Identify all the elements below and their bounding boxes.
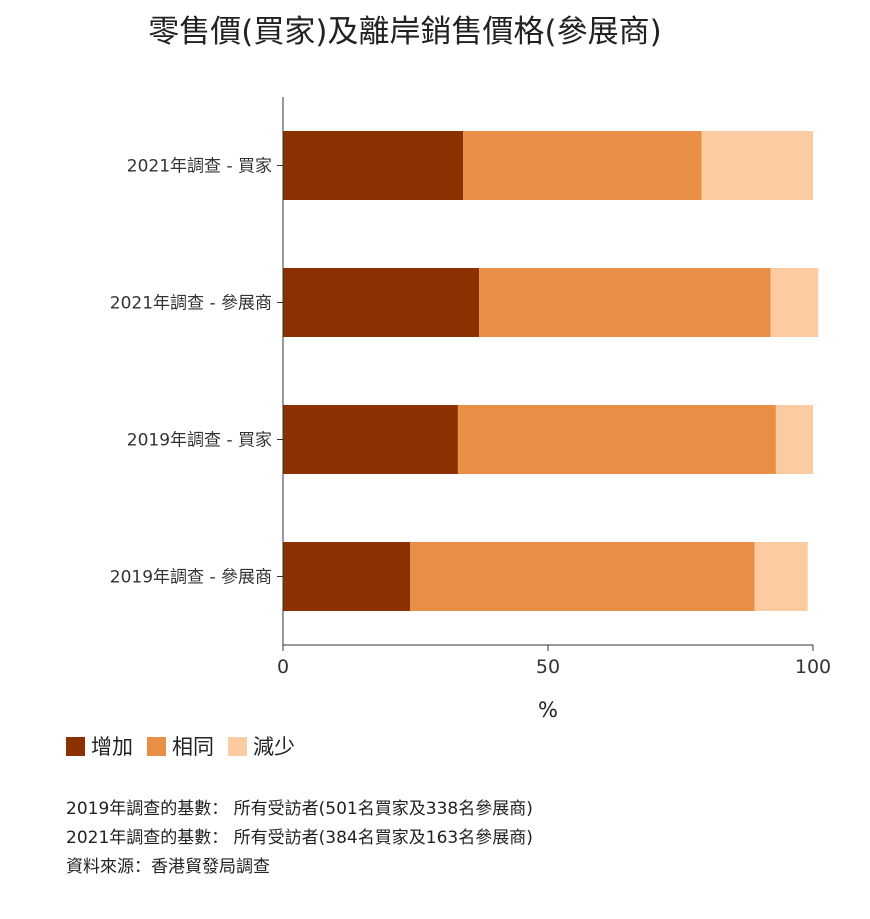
bar-segment-3-row-2 <box>770 268 819 337</box>
note-source: 資料來源：香港貿發局調查 <box>66 857 270 877</box>
note-base-2019: 2019年調查的基數： 所有受訪者(501名買家及338名參展商) <box>66 799 533 819</box>
legend-label-same: 相同 <box>172 735 214 759</box>
bar-segment-1-row-3 <box>283 405 458 474</box>
bar-segment-2-row-2 <box>479 268 771 337</box>
bar-segment-2-row-3 <box>457 405 776 474</box>
x-axis-label: % <box>538 698 558 722</box>
bar-segment-1-row-4 <box>283 542 411 611</box>
x-tick-label: 50 <box>536 656 560 678</box>
bar-segment-1-row-2 <box>283 268 480 337</box>
legend-label-decrease: 減少 <box>253 735 295 759</box>
legend-swatch-increase <box>66 736 85 756</box>
legend-item-decrease: 減少 <box>228 731 295 761</box>
y-tick-label: 2019年調查 - 參展商 <box>110 568 272 588</box>
chart-title: 零售價(買家)及離岸銷售價格(參展商) <box>148 14 662 50</box>
bar-segment-2-row-4 <box>410 542 755 611</box>
bar-segment-1-row-1 <box>283 131 464 200</box>
chart-legend: 增加 相同 減少 <box>66 731 309 761</box>
legend-item-increase: 增加 <box>66 731 133 761</box>
legend-swatch-decrease <box>228 736 247 756</box>
note-base-2021: 2021年調查的基數： 所有受訪者(384名買家及163名參展商) <box>66 828 533 848</box>
x-tick-label: 100 <box>795 656 831 678</box>
legend-label-increase: 增加 <box>91 735 133 759</box>
bar-segment-3-row-4 <box>754 542 808 611</box>
stacked-bar-chart: 2021年調查 - 買家 2021年調查 - 參展商 2019年調查 - 買家 201… <box>110 97 831 722</box>
x-tick-label: 0 <box>277 656 289 678</box>
y-tick-label: 2019年調查 - 買家 <box>127 431 272 451</box>
bar-segment-3-row-3 <box>775 405 813 474</box>
chart-notes: 2019年調查的基數： 所有受訪者(501名買家及338名參展商) 2021年調… <box>66 795 533 882</box>
legend-swatch-same <box>147 736 166 756</box>
y-tick-label: 2021年調查 - 參展商 <box>110 294 272 314</box>
legend-item-same: 相同 <box>147 731 214 761</box>
bar-segment-3-row-1 <box>701 131 813 200</box>
bar-segment-2-row-1 <box>463 131 702 200</box>
y-tick-label: 2021年調查 - 買家 <box>127 157 272 177</box>
